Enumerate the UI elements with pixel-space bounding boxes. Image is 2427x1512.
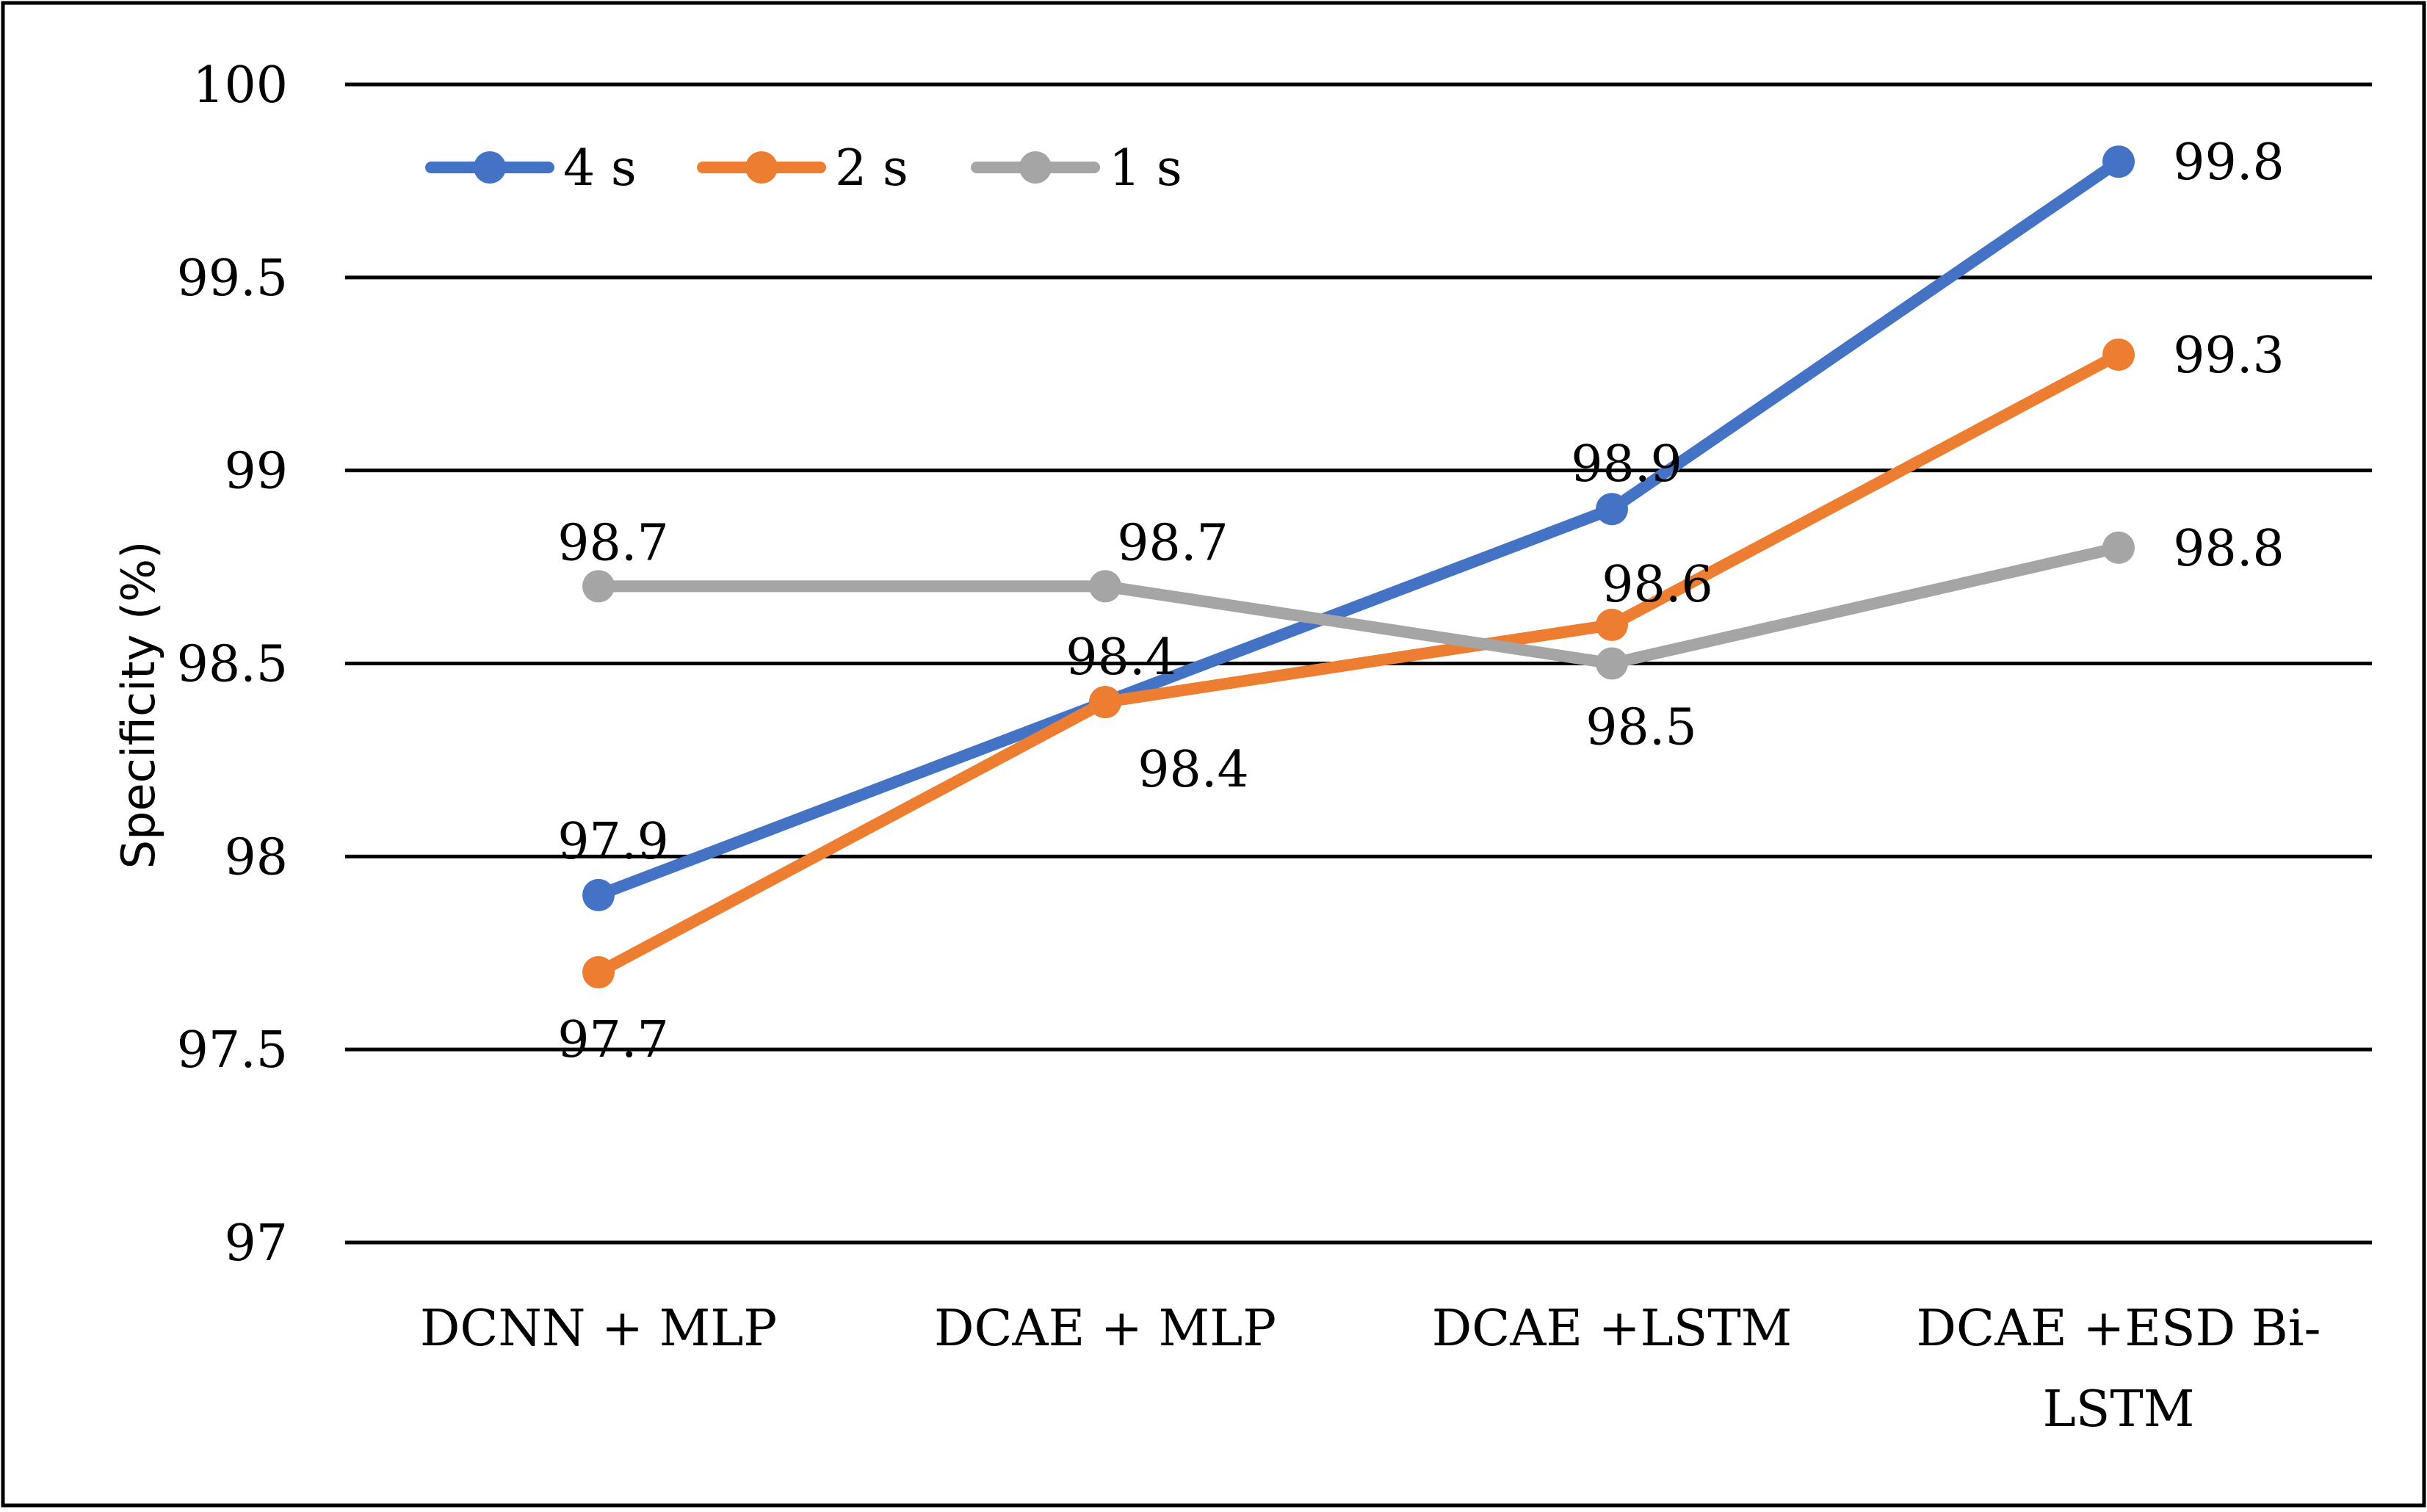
data-label: 99.3 bbox=[2173, 327, 2284, 385]
data-label: 98.4 bbox=[1066, 629, 1176, 687]
data-label: 98.9 bbox=[1571, 435, 1682, 493]
y-tick-label: 98.5 bbox=[177, 636, 288, 694]
y-tick-label: 97 bbox=[224, 1215, 288, 1273]
legend-label: 1 s bbox=[1109, 140, 1182, 198]
x-axis-categories: DCNN + MLP DCAE + MLP DCAE +LSTM DCAE +ESD … bbox=[420, 1300, 2321, 1439]
data-label: 98.7 bbox=[1117, 514, 1228, 572]
data-label: 98.5 bbox=[1585, 699, 1696, 757]
data-point bbox=[2102, 338, 2135, 371]
y-tick-label: 100 bbox=[192, 57, 288, 115]
x-category-label: DCAE +ESD Bi- bbox=[1917, 1300, 2321, 1358]
y-tick-label: 98 bbox=[224, 828, 288, 886]
legend-swatch-marker bbox=[745, 151, 778, 184]
data-point bbox=[2102, 145, 2135, 178]
data-point bbox=[1596, 647, 1628, 680]
data-point bbox=[1596, 493, 1628, 526]
data-point bbox=[1089, 686, 1121, 719]
series-lines bbox=[582, 145, 2135, 989]
x-category-label: DCNN + MLP bbox=[420, 1300, 777, 1358]
x-category-label: LSTM bbox=[2043, 1381, 2195, 1439]
data-point bbox=[1089, 570, 1121, 603]
legend-label: 4 s bbox=[563, 140, 637, 198]
legend-swatch-marker bbox=[1019, 151, 1052, 184]
data-label: 97.7 bbox=[557, 1011, 668, 1069]
data-labels: 97.9 98.4 98.9 99.8 97.7 98.4 98.6 99.3 98.7 98.7… bbox=[557, 134, 2284, 1069]
y-tick-label: 97.5 bbox=[177, 1021, 288, 1079]
legend-swatch-marker bbox=[474, 151, 506, 184]
data-label: 98.6 bbox=[1602, 556, 1712, 614]
data-point bbox=[1596, 608, 1628, 641]
gridlines bbox=[345, 82, 2372, 1245]
series-line-0 bbox=[593, 156, 2124, 901]
y-tick-label: 99.5 bbox=[177, 250, 288, 308]
x-category-label: DCAE + MLP bbox=[934, 1300, 1276, 1358]
data-point bbox=[582, 570, 615, 603]
legend: 4 s 2 s 1 s bbox=[425, 140, 1182, 198]
data-label: 98.7 bbox=[557, 514, 668, 572]
data-label: 99.8 bbox=[2173, 134, 2284, 192]
data-point bbox=[582, 956, 615, 989]
legend-label: 2 s bbox=[835, 140, 908, 198]
y-axis-ticks: 97 97.5 98 98.5 99 99.5 100 bbox=[177, 57, 288, 1273]
data-label: 98.4 bbox=[1137, 741, 1248, 799]
series-line-2 bbox=[593, 541, 2124, 670]
data-point bbox=[2102, 531, 2135, 564]
data-label: 97.9 bbox=[557, 813, 668, 871]
data-point bbox=[582, 878, 615, 911]
series-line-1 bbox=[593, 348, 2124, 979]
y-axis-title: Specificity (%) bbox=[112, 541, 165, 869]
y-tick-label: 99 bbox=[224, 443, 288, 501]
data-label: 98.8 bbox=[2173, 520, 2284, 578]
x-category-label: DCAE +LSTM bbox=[1432, 1300, 1793, 1358]
